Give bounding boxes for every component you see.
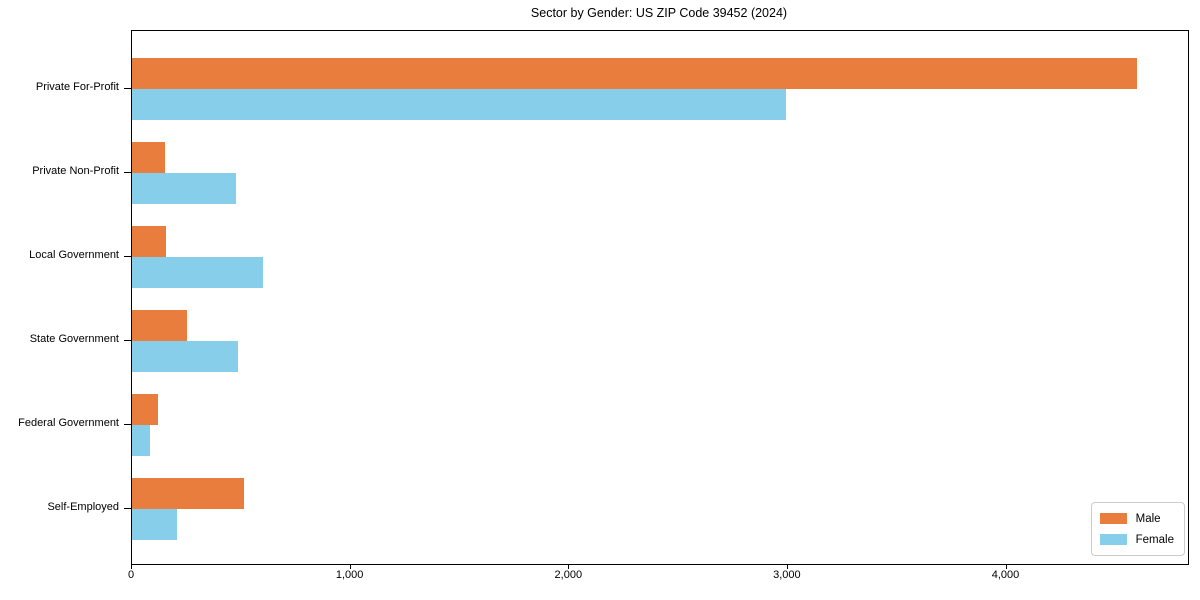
x-tick-mark — [786, 564, 788, 569]
bar-male-federal-government — [132, 394, 158, 425]
y-tick-label-self-employed: Self-Employed — [47, 501, 119, 513]
bar-female-state-government — [132, 341, 238, 372]
bar-male-private-for-profit — [132, 58, 1137, 89]
x-tick-mark — [131, 564, 132, 569]
bar-female-private-non-profit — [132, 173, 237, 204]
y-tick-mark — [124, 172, 131, 173]
bar-female-private-for-profit — [132, 89, 786, 120]
x-tick-label-3-000: 3,000 — [773, 569, 801, 581]
y-tick-mark — [124, 88, 131, 89]
y-tick-mark — [124, 508, 131, 509]
legend-rows: Male Female — [1099, 508, 1174, 550]
x-tick-label-2-000: 2,000 — [554, 569, 583, 581]
y-tick-label-local-government: Local Government — [29, 249, 119, 261]
y-tick-label-federal-government: Federal Government — [18, 417, 119, 429]
chart-title: Sector by Gender: US ZIP Code 39452 (202… — [530, 6, 788, 20]
bar-female-federal-government — [132, 425, 151, 456]
y-tick-mark — [124, 340, 131, 341]
bar-male-state-government — [132, 310, 187, 341]
x-tick-mark — [568, 564, 570, 569]
bar-male-self-employed — [132, 478, 244, 509]
legend-label-male: Male — [1135, 512, 1161, 525]
x-tick-label-1-000: 1,000 — [335, 569, 364, 581]
x-tick-label-4-000: 4,000 — [991, 569, 1020, 581]
bar-female-self-employed — [132, 509, 177, 540]
legend: Male Female — [1090, 502, 1185, 556]
y-tick-label-private-non-profit: Private Non-Profit — [32, 165, 119, 177]
legend-item-female: Female — [1099, 529, 1174, 550]
x-tick-mark — [349, 564, 351, 569]
legend-swatch-female — [1099, 534, 1127, 545]
y-tick-mark — [124, 424, 131, 425]
y-tick-label-private-for-profit: Private For-Profit — [35, 81, 119, 93]
x-tick-label-0: 0 — [127, 569, 135, 581]
legend-label-female: Female — [1135, 533, 1174, 546]
y-tick-label-state-government: State Government — [29, 333, 119, 345]
bar-male-local-government — [132, 226, 166, 257]
x-tick-mark — [1005, 564, 1007, 569]
bar-male-private-non-profit — [132, 142, 165, 173]
bar-female-local-government — [132, 257, 263, 288]
y-tick-mark — [124, 256, 131, 257]
legend-item-male: Male — [1099, 508, 1174, 529]
plot-area: Male Female — [131, 30, 1189, 565]
legend-swatch-male — [1099, 513, 1127, 524]
